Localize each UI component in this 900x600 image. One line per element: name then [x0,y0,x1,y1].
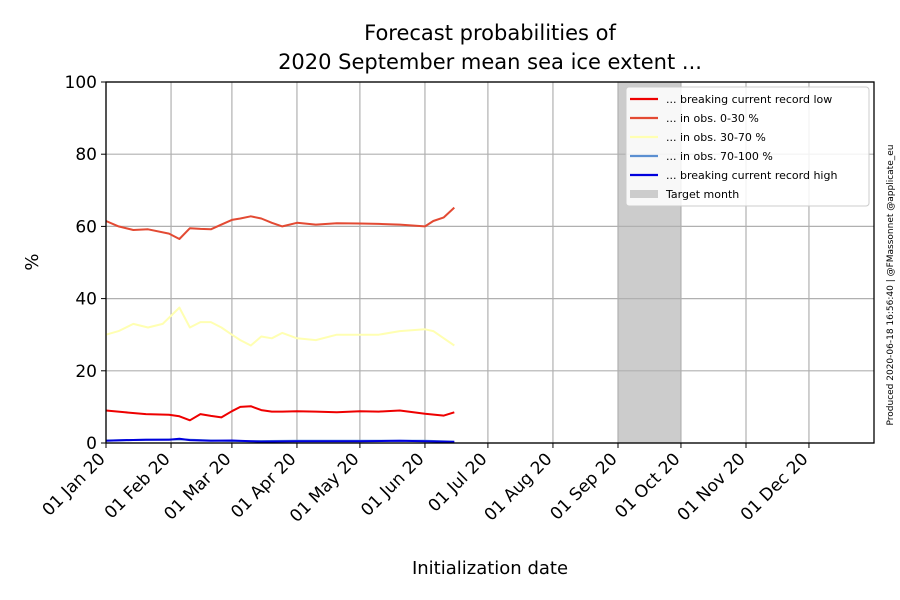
legend-box [625,86,870,207]
legend-label-0: ... breaking current record low [666,93,832,106]
x-tick-label: 01 Nov 20 [674,449,750,525]
credit-text: Produced 2020-06-18 16:56:40 | @FMassonn… [886,145,896,426]
y-tick-label: 60 [75,217,97,237]
series-line-2 [105,306,455,347]
y-tick-label: 80 [75,145,97,165]
legend-label-1: ... in obs. 0-30 % [666,112,759,125]
chart-title-line1: Forecast probabilities of [364,21,616,45]
y-axis-ticks: 0 20 40 60 80 100 [65,73,106,454]
series-line-0 [105,405,455,422]
y-tick-label: 20 [75,362,97,382]
y-axis-label: % [22,253,43,270]
x-tick-label: 01 Jan 20 [39,449,110,520]
plot-frame [105,81,875,444]
x-tick-label: 01 Sep 20 [546,449,621,524]
x-tick-label: 01 Dec 20 [737,449,813,525]
y-tick-label: 40 [75,290,97,310]
legend-swatch-target [630,190,658,198]
chart-title-line2: 2020 September mean sea ice extent ... [278,50,702,74]
legend-label-4: ... breaking current record high [666,169,837,182]
legend-entries: ... breaking current record low ... in ob… [630,93,837,201]
series-line-4 [105,437,455,443]
y-tick-label: 100 [65,73,97,93]
legend: ... breaking current record low ... in ob… [625,86,870,207]
x-axis-label: Initialization date [412,558,568,579]
legend-label-2: ... in obs. 30-70 % [666,131,766,144]
series-lines [105,206,455,443]
x-tick-label: 01 Jun 20 [357,449,428,520]
x-tick-label: 01 Jul 20 [425,449,492,516]
grid-lines [105,81,874,444]
series-line-1 [105,206,455,240]
y-tick-label: 0 [86,434,97,454]
legend-label-3: ... in obs. 70-100 % [666,150,773,163]
x-tick-label: 01 Aug 20 [481,449,557,525]
legend-label-target: Target month [665,188,739,201]
